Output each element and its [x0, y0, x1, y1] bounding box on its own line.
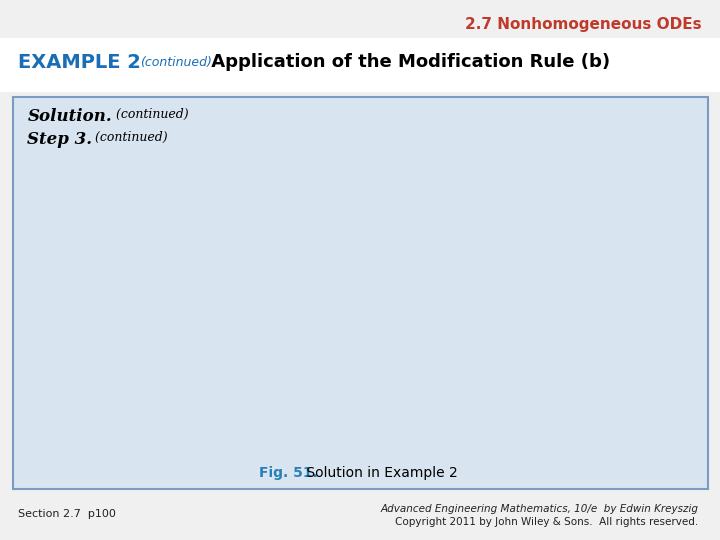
Text: (continued): (continued): [91, 131, 168, 144]
Text: EXAMPLE 2: EXAMPLE 2: [18, 52, 141, 72]
Text: 2.7 Nonhomogeneous ODEs: 2.7 Nonhomogeneous ODEs: [465, 17, 702, 32]
Text: Solution.: Solution.: [27, 108, 112, 125]
Text: Section 2.7  p100: Section 2.7 p100: [18, 509, 116, 519]
Text: Fig. 51.: Fig. 51.: [259, 465, 318, 480]
Text: (continued): (continued): [112, 108, 188, 121]
Text: y: y: [82, 148, 91, 163]
Text: Copyright 2011 by John Wiley & Sons.  All rights reserved.: Copyright 2011 by John Wiley & Sons. All…: [395, 517, 698, 527]
Text: Advanced Engineering Mathematics, 10/e  by Edwin Kreyszig: Advanced Engineering Mathematics, 10/e b…: [380, 504, 698, 514]
Text: Solution in Example 2: Solution in Example 2: [302, 465, 458, 480]
Text: (continued): (continued): [140, 56, 212, 69]
FancyBboxPatch shape: [13, 97, 708, 489]
Text: Application of the Modification Rule (b): Application of the Modification Rule (b): [205, 53, 611, 71]
FancyBboxPatch shape: [0, 38, 720, 92]
Text: Step 3.: Step 3.: [27, 131, 92, 147]
Text: x: x: [678, 280, 686, 294]
